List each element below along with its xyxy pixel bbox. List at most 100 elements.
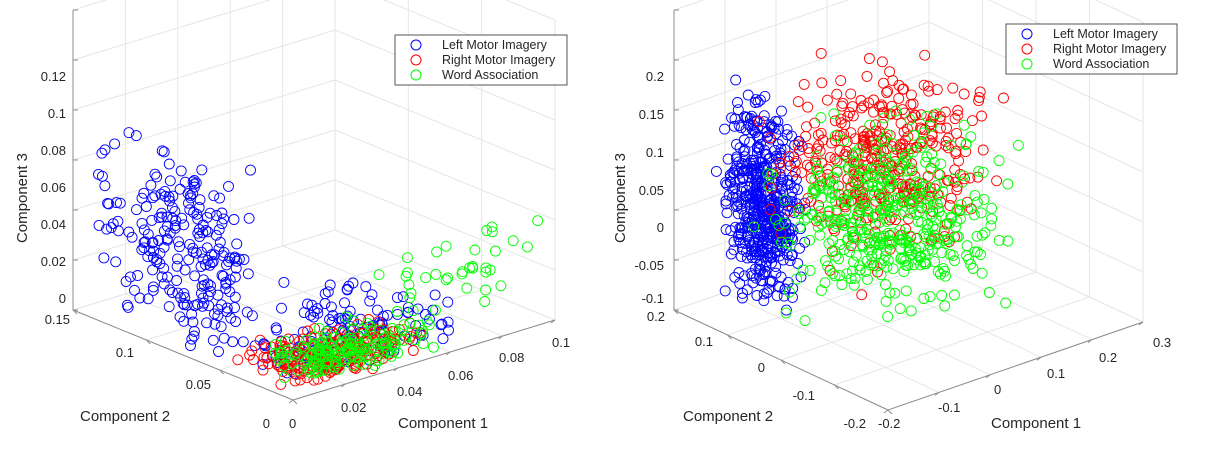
data-point xyxy=(823,205,835,217)
data-point xyxy=(796,167,807,179)
data-point xyxy=(776,236,787,248)
data-point xyxy=(979,227,991,239)
data-point xyxy=(944,200,956,211)
legend-label-left: Left Motor Imagery xyxy=(1053,27,1159,41)
data-point xyxy=(327,310,339,322)
chart-2: -0.1 -0.05 0 0.05 0.1 0.15 0.2 -0.2 -0.1… xyxy=(612,0,1178,432)
data-point xyxy=(952,231,964,243)
data-point xyxy=(734,174,746,186)
data-point xyxy=(163,158,175,170)
data-point xyxy=(917,127,929,139)
data-point xyxy=(949,255,960,267)
data-point xyxy=(407,345,419,356)
data-point xyxy=(894,303,906,315)
data-point xyxy=(112,225,124,237)
data-point xyxy=(922,197,933,209)
y-tick-mark xyxy=(219,369,225,375)
data-point xyxy=(888,206,900,218)
data-point xyxy=(423,319,435,331)
data-point xyxy=(174,241,185,253)
data-point xyxy=(802,101,814,113)
data-point xyxy=(110,256,122,268)
data-point xyxy=(847,194,859,206)
data-point xyxy=(878,77,889,89)
data-point xyxy=(211,210,222,221)
data-point xyxy=(787,291,798,303)
x-axis-label: Component 1 xyxy=(398,415,488,432)
data-point xyxy=(897,157,909,169)
data-point xyxy=(254,334,266,346)
data-point xyxy=(761,287,773,299)
data-point xyxy=(258,351,270,363)
data-point xyxy=(380,340,392,352)
data-point xyxy=(870,237,882,249)
data-point xyxy=(322,325,334,337)
data-point xyxy=(932,266,944,277)
data-point xyxy=(402,307,414,319)
data-point xyxy=(846,265,858,277)
data-point xyxy=(745,120,757,132)
data-point xyxy=(428,341,439,353)
data-point xyxy=(912,216,924,227)
data-point xyxy=(204,259,216,271)
data-point xyxy=(955,204,966,216)
data-point xyxy=(829,130,841,142)
data-point xyxy=(729,113,741,125)
data-point xyxy=(770,213,781,225)
data-point xyxy=(779,194,791,206)
data-point xyxy=(909,243,921,255)
data-point xyxy=(916,136,928,147)
data-point xyxy=(183,197,194,209)
data-point xyxy=(405,287,417,299)
data-point xyxy=(126,231,138,243)
data-point xyxy=(928,157,940,168)
data-point xyxy=(139,236,151,248)
x-tick-label: 0.2 xyxy=(1099,350,1117,365)
data-point xyxy=(742,221,754,233)
data-point xyxy=(749,201,761,213)
y-tick-mark xyxy=(72,309,78,315)
data-point xyxy=(232,354,244,366)
data-point xyxy=(834,270,846,282)
y-axis-label: Component 2 xyxy=(80,408,170,425)
data-point xyxy=(975,207,987,219)
data-point xyxy=(966,115,978,127)
data-point xyxy=(158,278,170,290)
data-point xyxy=(156,271,168,283)
data-point xyxy=(213,346,224,357)
x-tick-mark xyxy=(288,399,294,404)
x-tick-mark xyxy=(445,351,451,356)
data-point xyxy=(306,299,318,311)
data-point xyxy=(324,279,336,291)
data-point xyxy=(761,219,773,231)
data-point xyxy=(307,340,319,352)
data-point xyxy=(894,192,906,204)
data-point xyxy=(855,163,867,175)
data-point xyxy=(216,218,228,230)
data-point xyxy=(339,297,350,309)
data-point xyxy=(194,194,206,206)
data-point xyxy=(948,289,960,301)
data-point xyxy=(189,270,201,282)
data-point xyxy=(955,199,967,211)
data-point xyxy=(276,353,288,365)
data-point xyxy=(840,194,852,206)
data-point xyxy=(521,241,533,253)
data-point xyxy=(835,75,847,87)
data-point xyxy=(857,186,869,198)
data-point xyxy=(179,176,191,188)
data-point xyxy=(739,238,751,250)
data-point xyxy=(849,156,861,168)
data-point xyxy=(779,217,791,229)
data-point xyxy=(833,253,845,265)
data-point xyxy=(276,347,288,359)
data-point xyxy=(881,128,893,140)
data-point xyxy=(889,287,901,299)
data-point xyxy=(977,144,989,156)
data-point xyxy=(131,204,142,216)
data-point xyxy=(479,296,491,307)
data-point xyxy=(765,232,777,244)
data-point xyxy=(876,101,888,113)
data-point xyxy=(822,260,834,272)
data-point xyxy=(177,298,189,310)
